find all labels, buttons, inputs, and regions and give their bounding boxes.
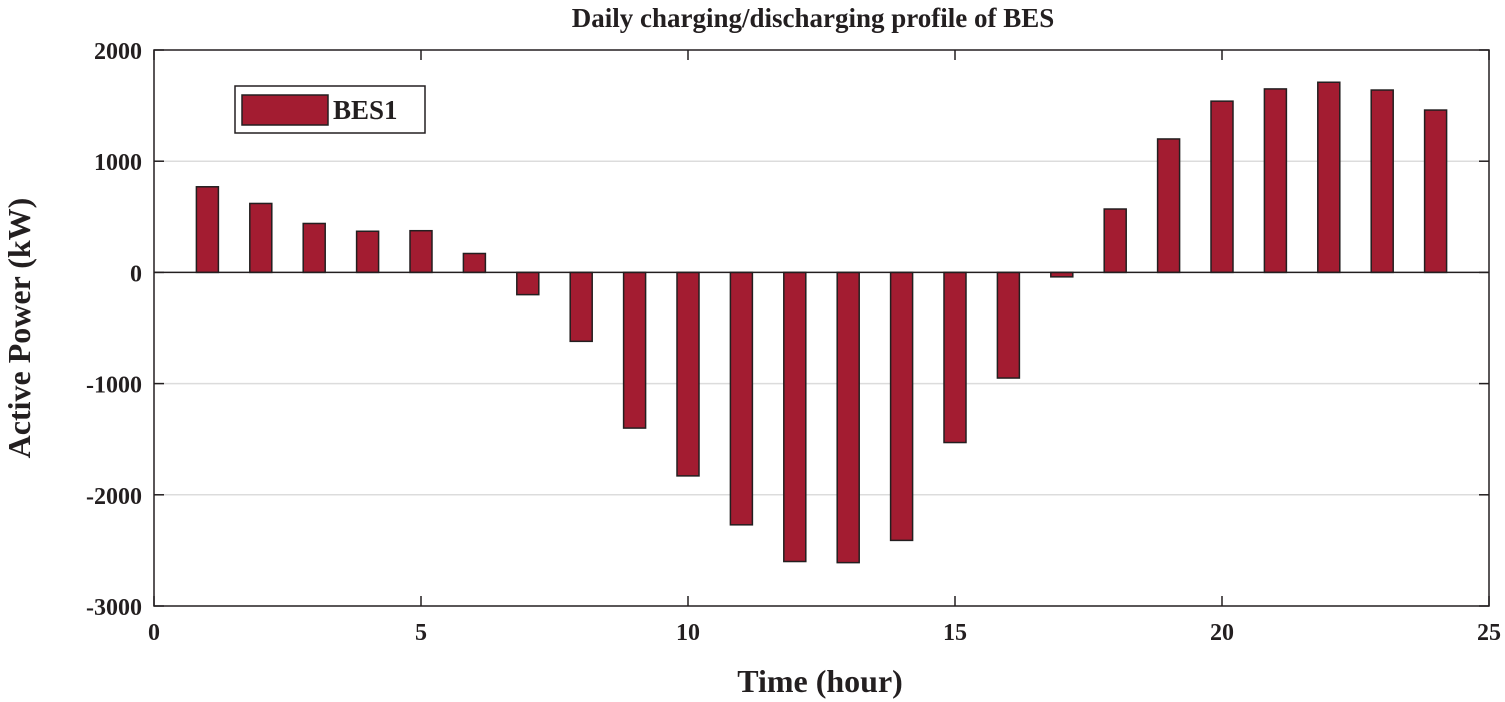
chart-title: Daily charging/discharging profile of BE… [572, 3, 1055, 33]
plot-frame [153, 49, 1490, 607]
bar-hour-1 [195, 186, 220, 274]
y-tick-label: 2000 [94, 39, 142, 65]
bar-hour-9 [622, 271, 647, 429]
x-tick-label: 0 [148, 620, 160, 646]
x-tick-label: 20 [1210, 620, 1234, 646]
bar-hour-5 [409, 229, 433, 274]
x-axis-ticks: 0 5 10 15 20 25 [148, 50, 1501, 646]
bar-hour-10 [676, 271, 700, 477]
legend-swatch-bes1 [241, 94, 329, 126]
y-tick-label: 0 [130, 261, 142, 287]
y-axis-label: Active Power (kW) [1, 198, 37, 459]
bar-hour-19 [1156, 138, 1181, 274]
x-axis-label: Time (hour) [737, 663, 903, 699]
bar-hour-21 [1263, 88, 1288, 274]
x-tick-label: 10 [676, 620, 700, 646]
bar-hour-12 [783, 271, 807, 563]
bar-hour-6 [462, 252, 487, 274]
bar-hour-20 [1210, 100, 1234, 274]
bar-hour-2 [249, 202, 273, 274]
bar-hour-4 [355, 230, 380, 274]
bars [195, 81, 1448, 564]
bar-hour-23 [1370, 89, 1394, 274]
bar-hour-15 [943, 271, 967, 444]
bar-hour-8 [569, 271, 593, 343]
legend: BES1 [234, 85, 426, 134]
y-tick-label: 1000 [94, 150, 142, 176]
bar-hour-7 [516, 271, 540, 296]
bar-hour-11 [729, 271, 754, 526]
bar-hour-16 [996, 271, 1021, 379]
y-tick-label: -3000 [86, 595, 142, 621]
y-tick-label: -2000 [86, 484, 142, 510]
bar-hour-22 [1317, 81, 1341, 274]
y-tick-label: -1000 [86, 373, 142, 399]
bar-hour-14 [889, 271, 914, 542]
x-tick-label: 25 [1477, 620, 1501, 646]
x-tick-label: 15 [943, 620, 967, 646]
y-axis-ticks: -3000 -2000 -1000 0 1000 2000 [86, 39, 1489, 621]
bar-hour-18 [1103, 208, 1127, 274]
bar-hour-13 [836, 271, 860, 564]
bar-hour-3 [302, 222, 326, 274]
legend-label-bes1: BES1 [333, 95, 398, 125]
x-tick-label: 5 [415, 620, 427, 646]
bar-hour-24 [1423, 109, 1448, 274]
